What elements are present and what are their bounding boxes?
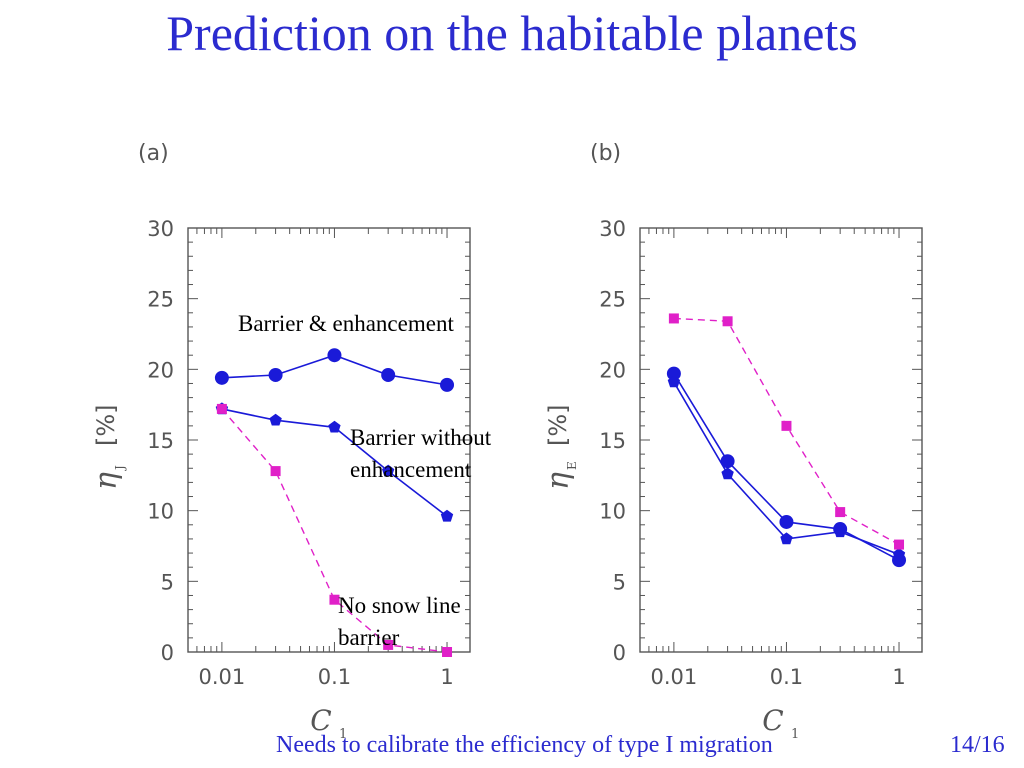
series-2 bbox=[667, 375, 906, 560]
page-number: 14/16 bbox=[950, 732, 1005, 758]
series-line bbox=[221, 408, 448, 653]
data-point bbox=[214, 370, 229, 385]
panel-label: (b) bbox=[590, 141, 621, 166]
data-point bbox=[834, 525, 847, 538]
x-axis-label: C bbox=[762, 704, 783, 737]
data-point bbox=[779, 514, 794, 529]
data-point bbox=[781, 420, 792, 431]
data-point bbox=[892, 548, 906, 560]
x-tick-label: 1 bbox=[892, 665, 905, 689]
data-point bbox=[894, 539, 905, 550]
data-point bbox=[268, 367, 283, 382]
y-axis-unit: [%] bbox=[92, 404, 120, 446]
x-axis-label-subscript: 1 bbox=[339, 727, 347, 742]
data-point bbox=[329, 594, 340, 605]
y-axis-symbol: η bbox=[89, 472, 124, 490]
y-tick-label: 15 bbox=[599, 429, 626, 453]
data-point bbox=[383, 639, 394, 650]
y-axis-unit: [%] bbox=[544, 404, 572, 446]
data-point bbox=[780, 532, 793, 545]
data-point bbox=[721, 467, 734, 480]
series-1 bbox=[214, 348, 455, 392]
data-point bbox=[270, 466, 281, 477]
data-point bbox=[667, 375, 681, 388]
y-axis-label: ηJ [%] bbox=[89, 404, 127, 490]
y-tick-label: 10 bbox=[147, 500, 174, 524]
y-tick-label: 30 bbox=[599, 217, 626, 241]
y-tick-label: 0 bbox=[613, 641, 626, 665]
data-point bbox=[269, 413, 282, 426]
y-axis-symbol-subscript: E bbox=[565, 461, 579, 470]
data-point bbox=[442, 647, 453, 657]
panel-label: (a) bbox=[138, 141, 169, 166]
series-line bbox=[673, 373, 900, 561]
annotation-no-snow-line-barrier: No snow line barrier bbox=[338, 593, 461, 650]
y-axis-label: ηE [%] bbox=[541, 404, 579, 490]
data-point bbox=[720, 454, 735, 469]
data-point bbox=[440, 509, 454, 522]
x-axis-label-subscript: 1 bbox=[791, 727, 799, 742]
x-axis-label: C bbox=[310, 704, 331, 737]
series-3 bbox=[216, 403, 453, 657]
x-tick-label: 0.1 bbox=[770, 665, 803, 689]
x-tick-label: 1 bbox=[440, 665, 453, 689]
annotation-barrier-without-enhancement: Barrier without enhancement bbox=[350, 425, 492, 482]
plot-frame bbox=[639, 227, 923, 653]
y-tick-label: 25 bbox=[599, 288, 626, 312]
x-tick-label: 0.01 bbox=[651, 665, 698, 689]
data-point bbox=[835, 507, 846, 518]
data-point bbox=[381, 367, 396, 382]
data-point bbox=[328, 420, 341, 433]
x-tick-label: 0.1 bbox=[318, 665, 351, 689]
y-tick-label: 15 bbox=[147, 429, 174, 453]
data-point bbox=[440, 377, 455, 392]
data-point bbox=[327, 348, 342, 363]
slide-title: Prediction on the habitable planets bbox=[166, 5, 858, 61]
data-point bbox=[668, 313, 679, 324]
data-point bbox=[382, 464, 395, 477]
data-point bbox=[216, 403, 227, 414]
y-axis-symbol-subscript: J bbox=[113, 465, 127, 472]
y-tick-label: 25 bbox=[147, 288, 174, 312]
series-line bbox=[673, 317, 900, 546]
footer-note: Needs to calibrate the efficiency of typ… bbox=[276, 732, 773, 758]
y-tick-label: 0 bbox=[161, 641, 174, 665]
series-3 bbox=[668, 313, 905, 550]
data-point bbox=[722, 316, 733, 327]
y-tick-label: 5 bbox=[613, 570, 626, 594]
data-point bbox=[666, 366, 681, 381]
y-tick-label: 10 bbox=[599, 500, 626, 524]
y-tick-label: 5 bbox=[161, 570, 174, 594]
y-tick-label: 20 bbox=[147, 358, 174, 382]
y-tick-label: 30 bbox=[147, 217, 174, 241]
y-axis-symbol: η bbox=[541, 472, 576, 490]
x-tick-label: 0.01 bbox=[199, 665, 246, 689]
annotation-barrier-enhancement: Barrier & enhancement bbox=[238, 311, 454, 336]
y-tick-label: 20 bbox=[599, 358, 626, 382]
